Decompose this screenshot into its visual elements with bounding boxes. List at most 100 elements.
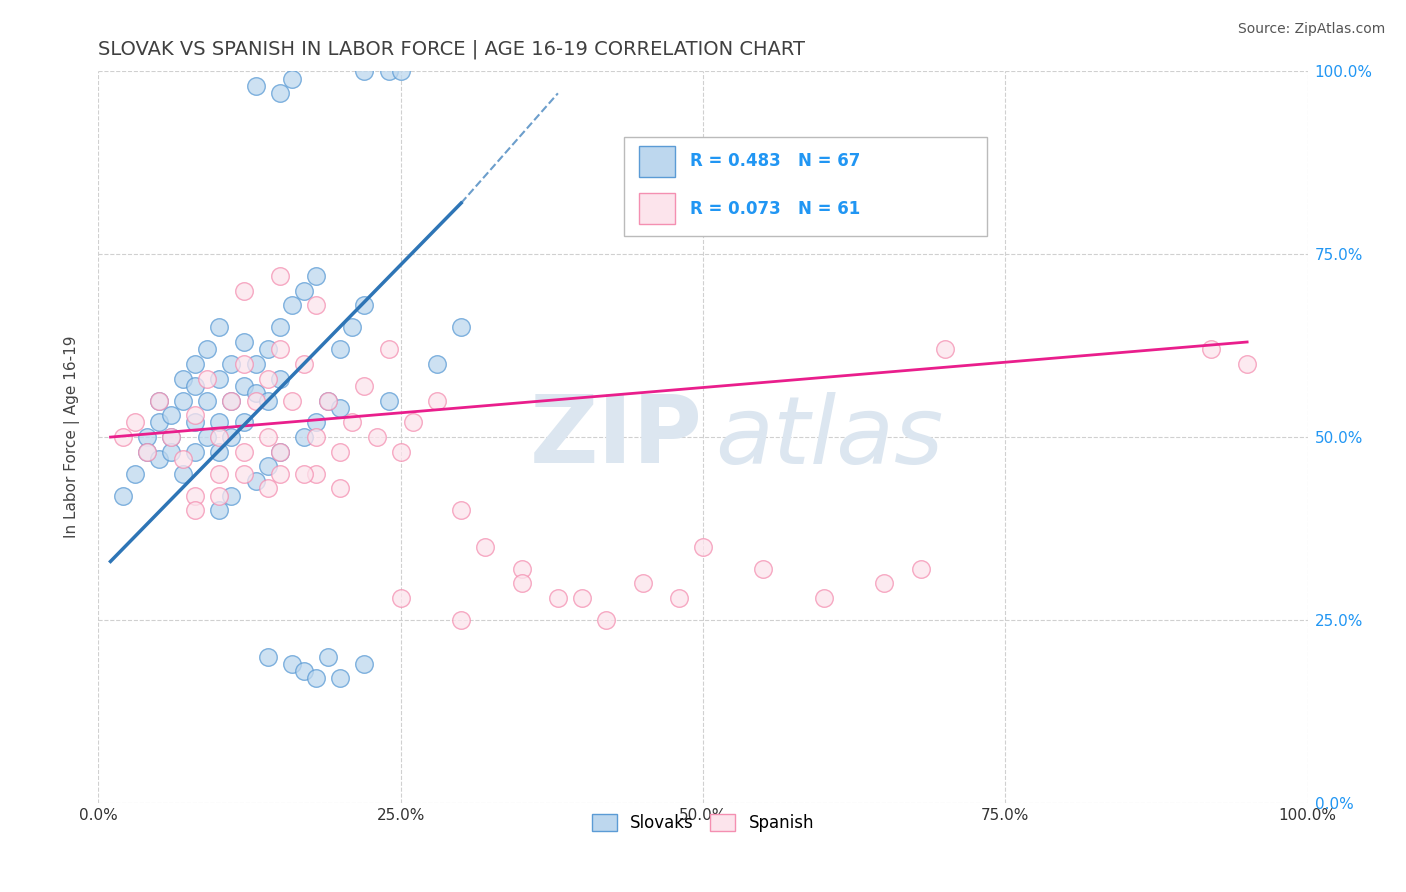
Point — [124, 467, 146, 481]
Point — [305, 269, 328, 284]
Point — [111, 489, 134, 503]
Point — [305, 416, 328, 430]
Point — [316, 393, 339, 408]
Point — [135, 444, 157, 458]
Point — [184, 379, 207, 393]
Point — [195, 371, 218, 385]
Point — [232, 416, 254, 430]
Point — [256, 481, 278, 495]
Point — [281, 657, 304, 671]
Point — [208, 371, 231, 385]
Point — [813, 591, 835, 605]
Point — [245, 357, 267, 371]
Point — [232, 284, 254, 298]
Point — [256, 393, 278, 408]
Point — [292, 430, 315, 444]
Point — [510, 576, 533, 591]
Point — [245, 474, 267, 488]
Point — [221, 357, 243, 371]
Point — [256, 430, 278, 444]
Point — [148, 393, 170, 408]
Point — [232, 467, 254, 481]
Point — [329, 444, 352, 458]
Point — [148, 416, 170, 430]
Point — [450, 503, 472, 517]
Point — [474, 540, 496, 554]
Point — [692, 540, 714, 554]
Point — [342, 320, 364, 334]
Point — [269, 444, 291, 458]
Point — [281, 71, 304, 86]
Point — [269, 371, 291, 385]
Point — [245, 78, 267, 93]
Point — [292, 467, 315, 481]
Point — [389, 444, 412, 458]
Point — [269, 444, 291, 458]
Point — [184, 408, 207, 422]
Point — [910, 562, 932, 576]
Point — [232, 334, 254, 349]
Point — [353, 64, 375, 78]
Point — [752, 562, 775, 576]
Point — [668, 591, 690, 605]
Point — [305, 467, 328, 481]
Point — [135, 430, 157, 444]
Point — [184, 489, 207, 503]
FancyBboxPatch shape — [624, 137, 987, 235]
Point — [221, 489, 243, 503]
Point — [184, 444, 207, 458]
Point — [450, 613, 472, 627]
Point — [281, 298, 304, 312]
Point — [256, 343, 278, 357]
Text: ZIP: ZIP — [530, 391, 703, 483]
Point — [208, 320, 231, 334]
Point — [269, 343, 291, 357]
Point — [245, 386, 267, 401]
Point — [281, 393, 304, 408]
Point — [208, 430, 231, 444]
Point — [402, 416, 425, 430]
Point — [269, 467, 291, 481]
Point — [366, 430, 388, 444]
Point — [329, 481, 352, 495]
Point — [195, 430, 218, 444]
Point — [329, 343, 352, 357]
Point — [450, 320, 472, 334]
Point — [256, 649, 278, 664]
Point — [595, 613, 617, 627]
Point — [1199, 343, 1222, 357]
Text: R = 0.483   N = 67: R = 0.483 N = 67 — [690, 153, 860, 170]
Point — [305, 672, 328, 686]
Text: atlas: atlas — [716, 392, 943, 483]
Point — [292, 357, 315, 371]
Point — [172, 393, 194, 408]
Point — [208, 444, 231, 458]
Point — [195, 393, 218, 408]
Point — [160, 430, 183, 444]
Point — [547, 591, 569, 605]
Point — [377, 64, 399, 78]
Point — [256, 371, 278, 385]
Point — [316, 393, 339, 408]
Point — [269, 320, 291, 334]
Point — [353, 298, 375, 312]
Point — [426, 357, 449, 371]
Point — [172, 452, 194, 467]
Point — [148, 393, 170, 408]
FancyBboxPatch shape — [638, 194, 675, 224]
Point — [389, 591, 412, 605]
Point — [160, 444, 183, 458]
Point — [316, 649, 339, 664]
FancyBboxPatch shape — [638, 146, 675, 177]
Point — [184, 416, 207, 430]
Point — [208, 416, 231, 430]
Point — [510, 562, 533, 576]
Point — [221, 430, 243, 444]
Point — [631, 576, 654, 591]
Point — [269, 87, 291, 101]
Point — [208, 467, 231, 481]
Legend: Slovaks, Spanish: Slovaks, Spanish — [585, 807, 821, 838]
Point — [292, 664, 315, 678]
Point — [342, 416, 364, 430]
Point — [353, 657, 375, 671]
